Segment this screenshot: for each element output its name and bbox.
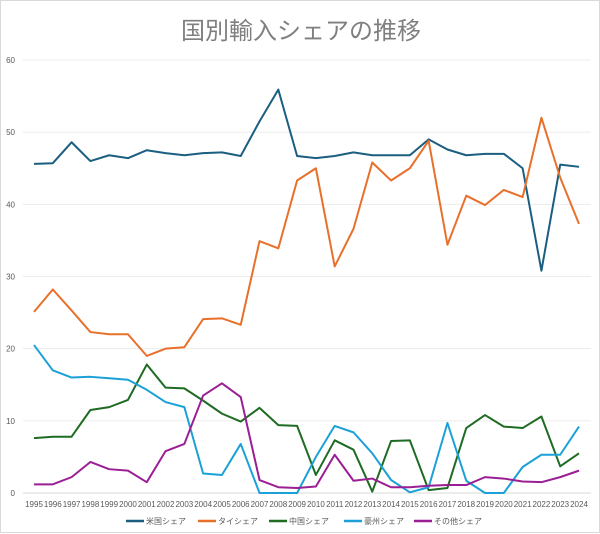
x-tick-label: 1999	[100, 500, 118, 509]
y-tick-label: 50	[6, 128, 15, 137]
x-tick-label: 2013	[363, 500, 381, 509]
x-tick-label: 1997	[63, 500, 81, 509]
series-line-3	[34, 345, 579, 493]
x-tick-label: 2016	[420, 500, 438, 509]
legend-label: 中国シェア	[289, 516, 329, 526]
x-tick-label: 2015	[401, 500, 419, 509]
y-tick-label: 30	[6, 273, 15, 282]
legend-label: その他シェア	[434, 516, 482, 526]
x-tick-label: 2010	[307, 500, 325, 509]
x-tick-label: 2018	[457, 500, 475, 509]
x-tick-label: 2008	[269, 500, 287, 509]
x-tick-label: 2020	[495, 500, 513, 509]
x-tick-label: 2012	[345, 500, 363, 509]
y-tick-label: 10	[6, 417, 15, 426]
x-tick-label: 2024	[570, 500, 588, 509]
x-tick-label: 2000	[119, 500, 137, 509]
x-tick-label: 2004	[194, 500, 212, 509]
x-tick-label: 2019	[476, 500, 494, 509]
x-tick-label: 2005	[213, 500, 231, 509]
legend-label: 豪州シェア	[364, 516, 404, 526]
x-tick-label: 2011	[326, 500, 344, 509]
x-tick-label: 1996	[44, 500, 62, 509]
x-tick-label: 1998	[81, 500, 99, 509]
x-tick-label: 2002	[157, 500, 175, 509]
x-tick-label: 2001	[138, 500, 156, 509]
legend-label: タイシェア	[218, 517, 258, 526]
series-line-2	[34, 365, 579, 492]
x-tick-label: 2006	[232, 500, 250, 509]
y-tick-label: 40	[6, 200, 15, 209]
y-tick-label: 0	[11, 489, 16, 498]
x-tick-label: 2017	[439, 500, 457, 509]
x-tick-label: 1995	[25, 500, 43, 509]
x-tick-label: 2023	[551, 500, 569, 509]
x-tick-label: 2022	[533, 500, 551, 509]
legend-label: 米国シェア	[146, 516, 186, 526]
x-tick-label: 2014	[382, 500, 400, 509]
x-tick-label: 2021	[514, 500, 532, 509]
y-tick-label: 20	[6, 345, 15, 354]
x-tick-label: 2007	[251, 500, 269, 509]
y-tick-label: 60	[6, 56, 15, 65]
series-line-4	[34, 383, 579, 488]
x-tick-label: 2009	[288, 500, 306, 509]
x-tick-label: 2003	[175, 500, 193, 509]
series-line-0	[34, 90, 579, 271]
